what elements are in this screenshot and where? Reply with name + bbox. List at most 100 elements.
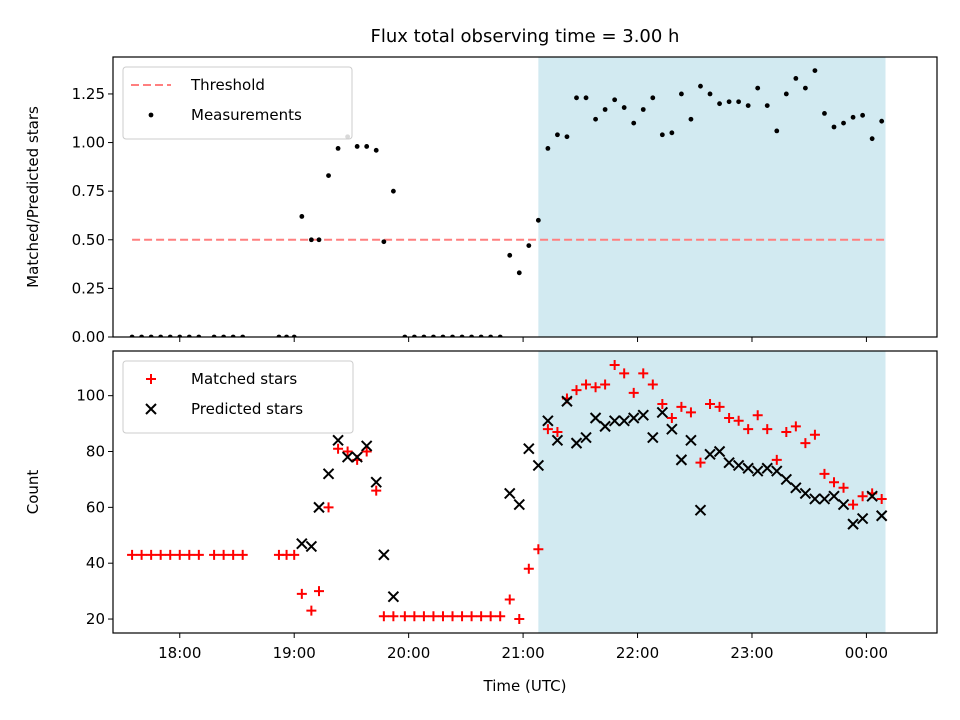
data-point [809, 493, 821, 505]
data-point [850, 114, 856, 120]
data-point [819, 468, 830, 479]
data-point [638, 368, 649, 379]
data-point [437, 611, 448, 622]
data-point [602, 107, 608, 112]
data-point [631, 120, 637, 126]
data-point [581, 379, 592, 390]
data-point [838, 482, 849, 493]
data-point [599, 420, 611, 433]
data-point [799, 487, 812, 500]
y-tick-label: 0.50 [72, 231, 105, 249]
y-tick-label: 40 [86, 554, 105, 572]
data-point [828, 490, 840, 502]
data-point [790, 482, 802, 494]
x-tick-label: 20:00 [387, 644, 430, 662]
data-point [745, 103, 751, 109]
data-point [526, 243, 532, 249]
data-point [418, 611, 429, 622]
data-point [316, 237, 322, 243]
data-point [308, 237, 314, 243]
data-point [570, 437, 583, 449]
data-point [685, 407, 696, 418]
data-point [532, 459, 545, 472]
data-point [659, 132, 665, 138]
data-point [388, 611, 399, 622]
data-point [552, 426, 563, 437]
data-point [378, 611, 389, 622]
data-point [656, 406, 669, 419]
data-point [781, 426, 792, 437]
data-point [555, 132, 560, 138]
data-point [305, 540, 318, 553]
data-point [322, 468, 335, 480]
data-point [296, 588, 307, 599]
data-point [333, 443, 344, 454]
data-point [326, 173, 331, 179]
observing-window-shade [538, 351, 886, 633]
data-point [551, 434, 564, 447]
legend-plus-swatch [146, 374, 156, 384]
data-point [774, 128, 780, 134]
data-point [218, 549, 229, 560]
data-point [714, 401, 725, 412]
data-point [856, 512, 869, 525]
data-point [685, 434, 697, 447]
data-point [593, 116, 598, 122]
data-point [698, 83, 703, 89]
data-point [704, 448, 716, 461]
data-point [354, 144, 360, 149]
data-point [523, 563, 534, 574]
data-point [783, 91, 789, 97]
data-point [342, 446, 353, 457]
data-point [545, 145, 551, 151]
data-point [612, 97, 618, 103]
data-point [184, 549, 195, 560]
legend-label: Threshold [190, 76, 265, 94]
legend: Matched stars Predicted stars [122, 360, 354, 434]
series-1 [296, 395, 888, 603]
data-point [619, 368, 630, 379]
data-point [590, 382, 601, 393]
data-point [466, 611, 477, 622]
data-point [360, 440, 373, 452]
data-point [809, 429, 820, 440]
y-tick-label: 0.00 [72, 328, 105, 346]
data-point [755, 85, 761, 91]
data-point [802, 85, 808, 91]
x-tick-label: 18:00 [158, 644, 201, 662]
data-point [542, 424, 553, 435]
data-point [351, 451, 363, 463]
data-point [875, 510, 888, 522]
data-point [732, 459, 745, 472]
x-tick-label: 23:00 [730, 644, 773, 662]
data-point [637, 409, 649, 421]
data-point [542, 415, 554, 427]
data-point [764, 103, 770, 109]
data-point [752, 410, 763, 421]
y-tick-label: 100 [76, 387, 105, 405]
data-point [299, 214, 305, 219]
data-point [589, 412, 602, 424]
data-point [571, 385, 582, 396]
data-point [323, 502, 334, 513]
ratio-panel: 0.00 0.25 0.50 0.75 1.00 1.25 Matched/Predicte… [24, 56, 938, 346]
data-point [155, 549, 166, 560]
data-point [306, 605, 317, 616]
legend-dot-swatch [148, 112, 154, 118]
data-point [762, 424, 773, 435]
data-point [837, 498, 850, 511]
data-point [533, 544, 544, 555]
data-point [707, 91, 713, 97]
data-point [127, 549, 138, 560]
data-point [628, 387, 639, 398]
data-point [650, 95, 656, 101]
observing-window-shade [538, 57, 886, 337]
data-point [608, 415, 621, 427]
data-point [736, 99, 742, 105]
data-point [694, 504, 707, 516]
data-point [628, 412, 640, 424]
x-tick-label: 21:00 [501, 644, 544, 662]
data-point [378, 549, 390, 561]
data-point [504, 594, 515, 605]
